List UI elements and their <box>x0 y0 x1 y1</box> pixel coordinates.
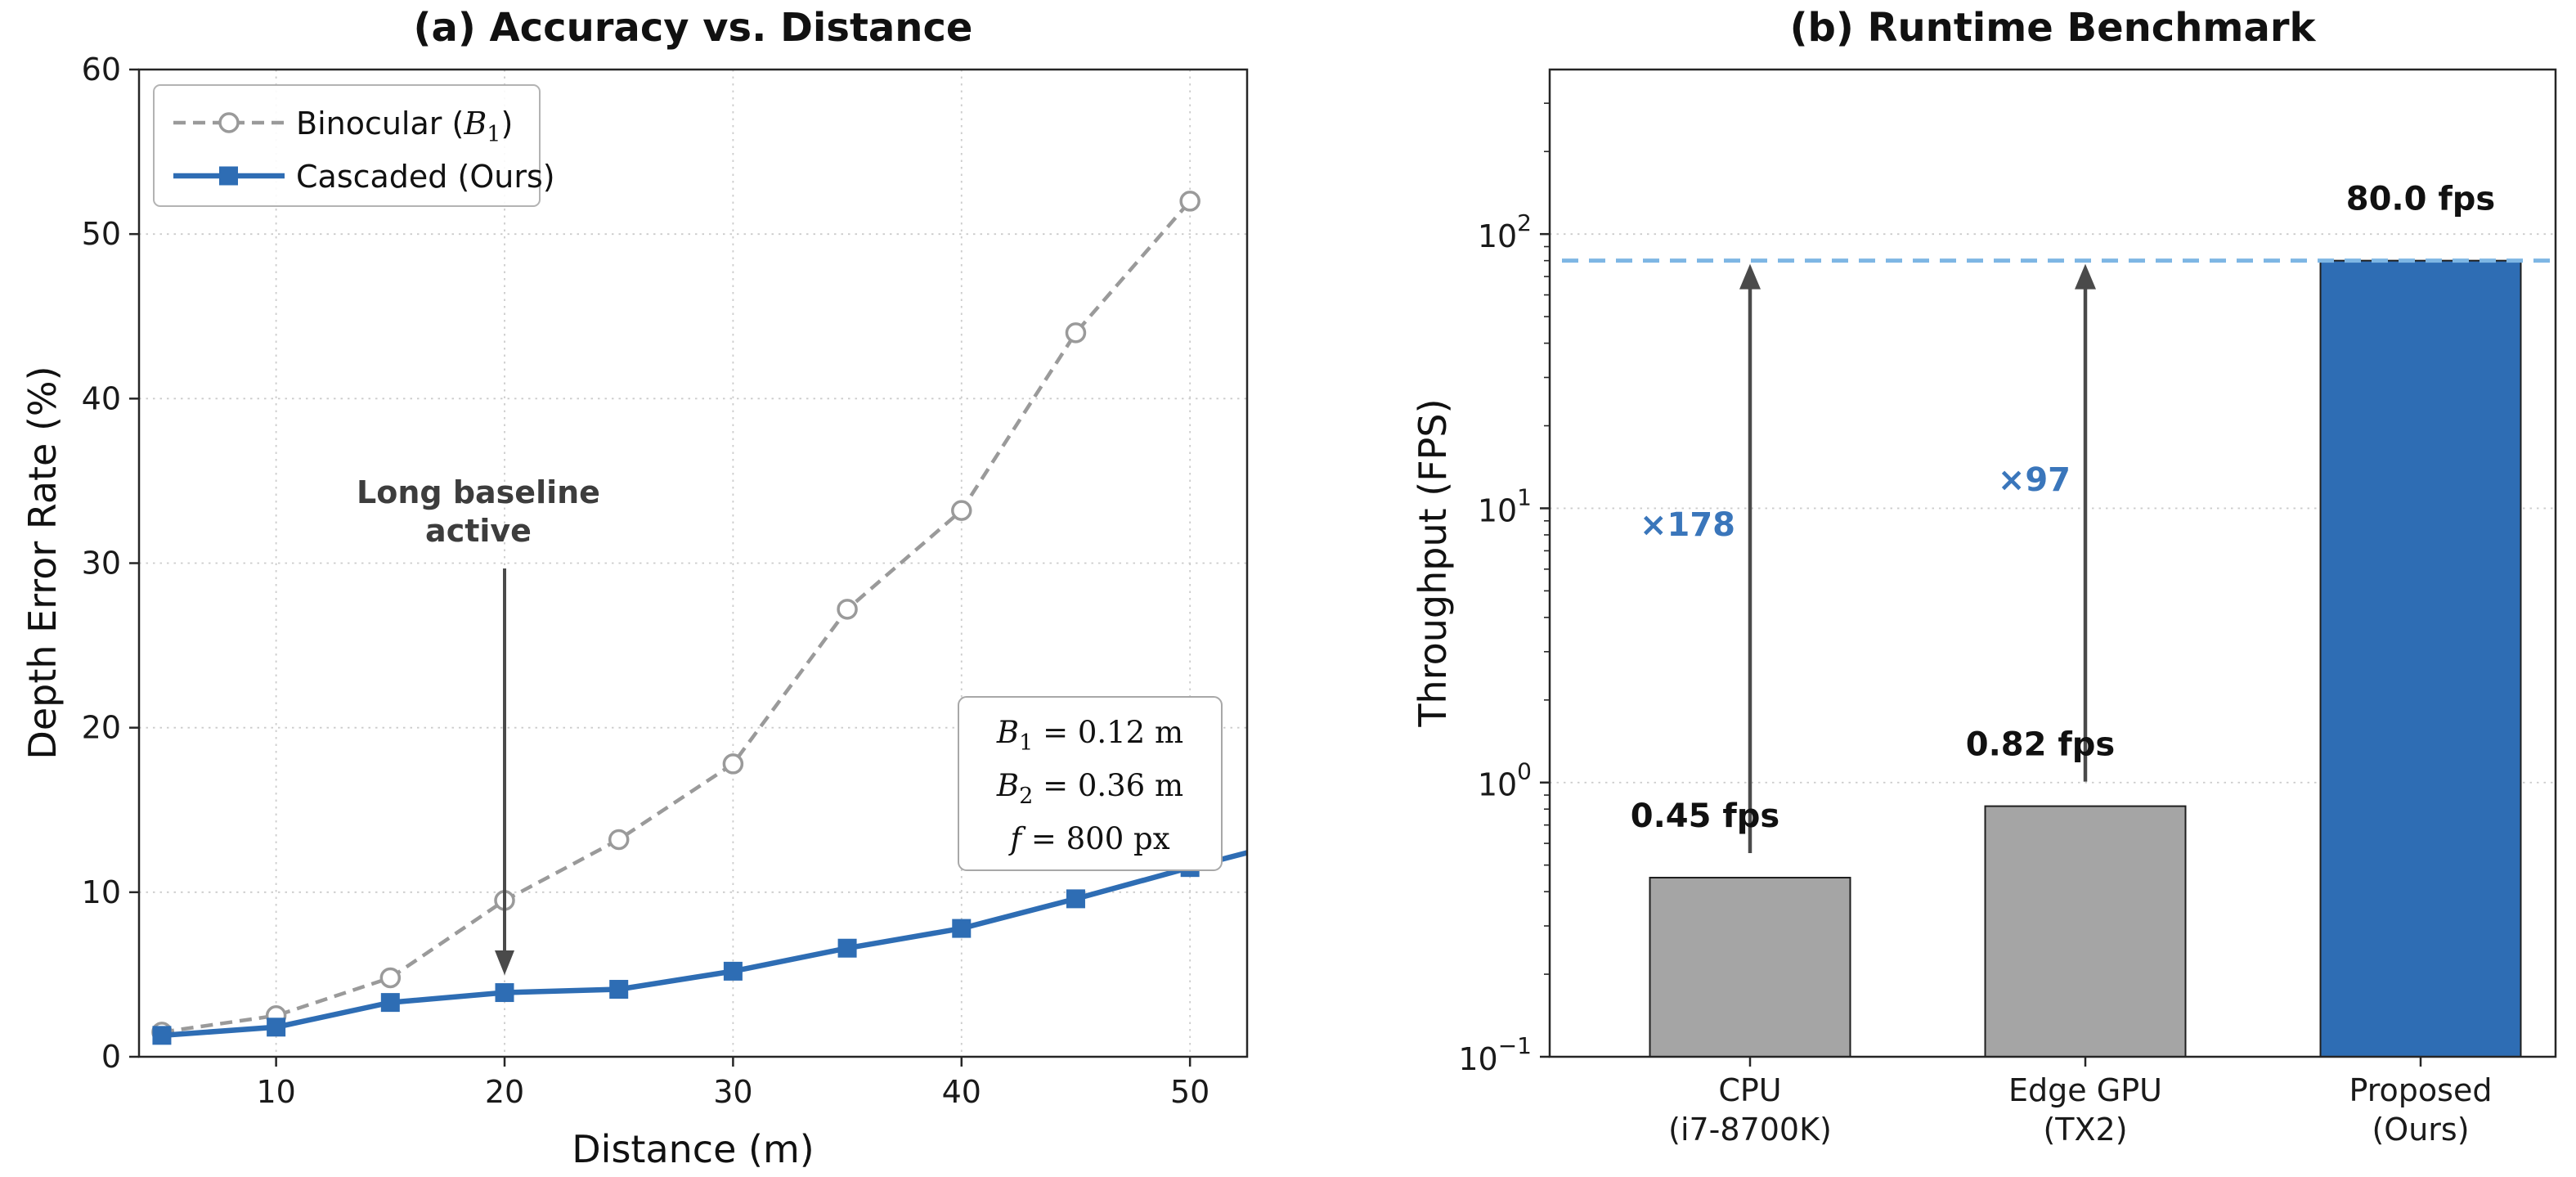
marker-circle <box>1065 322 1087 344</box>
y-tick-label: 100 <box>1478 758 1532 803</box>
y-tick-label: 30 <box>82 546 121 582</box>
x-category-label: Proposed <box>2349 1072 2493 1108</box>
x-category-label: (Ours) <box>2372 1112 2469 1148</box>
info-box <box>958 696 1223 871</box>
y-tick-label: 102 <box>1478 209 1532 254</box>
bar-value-label: 80.0 fps <box>2346 181 2495 218</box>
marker-circle <box>608 829 630 851</box>
annotation-arrowhead <box>495 950 515 975</box>
panel-a-xlabel: Distance (m) <box>572 1127 815 1171</box>
y-tick-label: 20 <box>82 710 121 746</box>
speedup-label: ×97 <box>1998 461 2071 499</box>
y-tick-label: 0 <box>101 1039 121 1075</box>
panel-a-ylabel: Depth Error Rate (%) <box>20 366 65 760</box>
marker-square <box>267 1018 286 1037</box>
legend-marker-square <box>219 166 238 186</box>
marker-circle <box>379 967 402 989</box>
panel-b-spines <box>1548 68 2557 1058</box>
info-box-line: B2 = 0.36 m <box>996 768 1183 809</box>
y-tick-label: 60 <box>82 52 121 88</box>
x-tick-label: 30 <box>713 1074 752 1110</box>
panel-a-spines <box>137 68 1249 1058</box>
marker-circle <box>951 500 972 521</box>
marker-circle <box>1179 191 1200 212</box>
y-tick-label: 10 <box>82 874 121 910</box>
legend-label: Cascaded (Ours) <box>296 159 555 195</box>
x-tick-label: 50 <box>1170 1074 1209 1110</box>
annotation-text: Long baseline <box>357 474 600 510</box>
marker-square <box>1066 889 1085 909</box>
marker-square <box>723 961 743 981</box>
series-line-1 <box>161 850 1248 1039</box>
x-tick-label: 10 <box>256 1074 295 1110</box>
bar-value-label: 0.82 fps <box>1966 726 2115 764</box>
panel-b-title: (b) Runtime Benchmark <box>1789 5 2316 51</box>
marker-square <box>495 983 514 1003</box>
panel-b: ×178 ×97 0.45 fps 0.82 fps 80.0 fps 10−1 100 10… <box>1458 68 2557 1148</box>
annotation-text: active <box>425 513 532 549</box>
marker-square <box>152 1026 172 1045</box>
x-category-label: Edge GPU <box>2008 1072 2162 1108</box>
y-tick-label: 101 <box>1478 483 1532 528</box>
info-box-line: B1 = 0.12 m <box>996 715 1183 756</box>
speedup-arrowhead <box>1739 263 1761 290</box>
x-tick-label: 40 <box>942 1074 981 1110</box>
marker-square <box>837 938 857 958</box>
bar-value-label: 0.45 fps <box>1631 797 1779 835</box>
y-tick-label: 40 <box>82 380 121 416</box>
series-line-0 <box>161 200 1192 1035</box>
panel-b-ylabel: Throughput (FPS) <box>1411 398 1455 727</box>
y-tick-label: 10−1 <box>1458 1032 1532 1077</box>
y-tick-label: 50 <box>82 216 121 252</box>
marker-square <box>952 919 972 938</box>
bar-1 <box>1984 805 2187 1058</box>
marker-circle <box>837 599 858 620</box>
legend-marker-circle <box>218 112 240 133</box>
x-category-label: (TX2) <box>2043 1112 2127 1148</box>
bar-0 <box>1649 876 1851 1058</box>
marker-square <box>380 993 400 1013</box>
x-tick-label: 20 <box>485 1074 524 1110</box>
legend-label: Binocular (B1) <box>296 106 513 147</box>
marker-circle <box>722 753 744 775</box>
info-box-line: f = 800 px <box>1008 821 1169 856</box>
x-category-label: CPU <box>1718 1072 1781 1108</box>
speedup-label: ×178 <box>1640 506 1735 544</box>
bar-2 <box>2319 259 2522 1058</box>
x-category-label: (i7-8700K) <box>1668 1112 1832 1148</box>
speedup-arrowhead <box>2075 263 2096 290</box>
panel-a-title: (a) Accuracy vs. Distance <box>413 5 973 51</box>
marker-square <box>609 980 629 1000</box>
